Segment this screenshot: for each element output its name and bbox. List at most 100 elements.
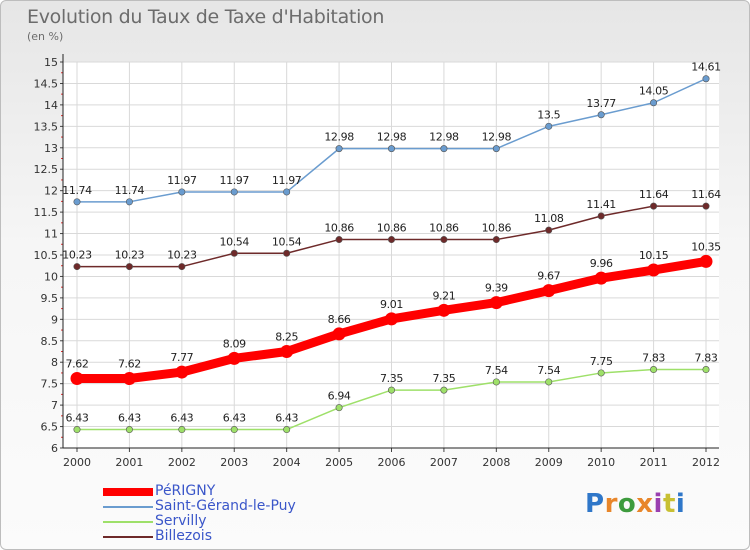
data-point [702,75,710,83]
data-point [650,366,658,374]
y-tick-label: 12.5 [34,163,59,176]
proxiti-logo-text: Proxiti [585,489,686,519]
y-tick-label: 11 [44,228,58,241]
data-point [597,369,605,377]
data-label: 6.94 [328,390,351,403]
data-label: 9.21 [432,289,455,302]
data-label: 8.25 [275,331,298,344]
data-point [230,188,238,196]
data-point [280,345,294,358]
legend-label-billezois: Billezois [155,528,212,544]
data-point [597,111,605,119]
data-label: 11.41 [586,198,616,211]
data-label: 9.96 [590,257,613,270]
data-point [594,271,608,285]
data-label: 10.86 [377,222,407,235]
x-tick-label: 2012 [692,456,720,469]
data-point [283,249,291,257]
data-label: 14.05 [639,85,669,98]
legend-swatch-perigny [103,488,153,496]
data-point [283,426,291,434]
data-point [178,263,186,271]
y-tick-label: 10 [44,270,58,283]
data-label: 10.86 [429,222,459,235]
y-tick-label: 9.5 [41,292,59,305]
data-label: 6.43 [275,412,298,425]
y-tick-label: 14 [44,99,58,112]
data-label: 12.98 [482,131,512,144]
data-point [492,236,500,244]
legend-label-saint-gerand: Saint-Gérand-le-Puy [155,498,296,514]
data-label: 12.98 [324,131,354,144]
data-label: 7.54 [537,364,560,377]
data-label: 8.66 [328,313,351,326]
data-point [227,351,241,365]
data-point [387,236,395,244]
y-tick-label: 14.5 [34,77,59,90]
data-label: 6.43 [223,412,246,425]
data-label: 10.86 [482,222,512,235]
chart-title: Evolution du Taux de Taxe d'Habitation [27,6,385,28]
data-point [647,263,661,277]
legend-item-saint-gerand: Saint-Gérand-le-Puy [103,499,363,514]
chart-subtitle: (en %) [27,30,64,43]
data-point [122,372,136,386]
data-label: 10.54 [220,235,250,248]
data-label: 8.09 [223,337,246,350]
data-point [387,386,395,394]
data-point [283,188,291,196]
x-tick-label: 2006 [378,456,406,469]
data-point [230,426,238,434]
data-label: 11.97 [167,174,197,187]
data-label: 11.08 [534,212,564,225]
data-label: 9.67 [537,270,560,283]
y-tick-label: 13 [44,142,58,155]
data-point [125,263,133,271]
x-tick-label: 2010 [587,456,615,469]
data-point [699,254,713,268]
data-label: 10.35 [691,240,721,253]
data-label: 10.15 [639,249,669,262]
data-label: 6.43 [118,412,141,425]
legend-item-servilly: Servilly [103,514,363,529]
y-tick-label: 15 [44,56,58,69]
data-point [440,145,448,153]
data-point [178,188,186,196]
x-tick-label: 2004 [273,456,301,469]
data-point [332,327,346,341]
data-label: 6.43 [66,412,89,425]
data-point [178,426,186,434]
x-tick-label: 2007 [430,456,458,469]
data-label: 10.23 [115,249,145,262]
legend-swatch-billezois [103,536,153,538]
x-tick-label: 2005 [325,456,353,469]
x-tick-label: 2003 [220,456,248,469]
y-tick-label: 10.5 [34,249,59,262]
x-tick-label: 2008 [482,456,510,469]
y-tick-label: 12 [44,185,58,198]
data-point [437,303,451,317]
y-tick-label: 6 [51,442,58,455]
data-point [702,366,710,374]
data-label: 10.54 [272,235,302,248]
legend-label-servilly: Servilly [155,513,207,529]
data-point [489,296,503,310]
y-tick-label: 8 [51,356,58,369]
y-tick-label: 9 [51,313,58,326]
y-tick-label: 7.5 [41,378,59,391]
data-label: 10.23 [62,249,92,262]
proxiti-logo: Proxiti [585,489,685,519]
legend-item-perigny: PéRIGNY [103,484,363,499]
data-label: 9.01 [380,298,403,311]
legend-label-perigny: PéRIGNY [155,483,216,499]
data-point [335,404,343,412]
data-point [73,198,81,206]
data-point [440,386,448,394]
y-tick-label: 6.5 [41,421,59,434]
data-label: 7.77 [170,351,193,364]
data-point [175,365,189,379]
y-tick-label: 7 [51,399,58,412]
data-point [492,145,500,153]
